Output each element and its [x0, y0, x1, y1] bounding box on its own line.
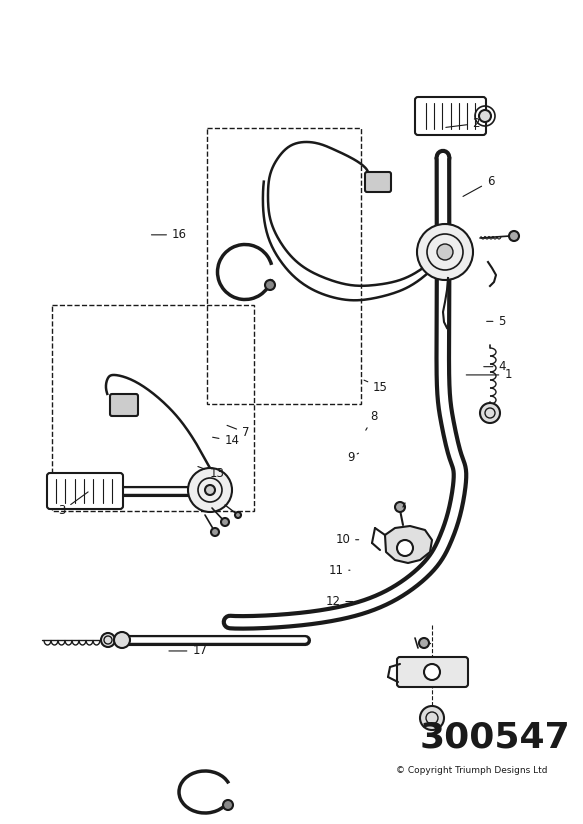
Text: 15: 15: [364, 380, 388, 394]
Circle shape: [114, 632, 130, 648]
Text: 7: 7: [227, 425, 250, 439]
FancyBboxPatch shape: [47, 473, 123, 509]
FancyBboxPatch shape: [110, 394, 138, 416]
Text: © Copyright Triumph Designs Ltd: © Copyright Triumph Designs Ltd: [396, 766, 548, 775]
FancyBboxPatch shape: [397, 657, 468, 687]
Circle shape: [188, 468, 232, 512]
Circle shape: [419, 638, 429, 648]
Circle shape: [265, 280, 275, 290]
Text: 10: 10: [335, 533, 359, 546]
Text: 8: 8: [366, 410, 378, 430]
Text: 3: 3: [58, 492, 88, 517]
Circle shape: [437, 244, 453, 260]
Circle shape: [205, 485, 215, 495]
Text: 6: 6: [463, 175, 494, 196]
Text: 12: 12: [325, 595, 353, 608]
Bar: [52, 305, 254, 511]
FancyBboxPatch shape: [365, 172, 391, 192]
Text: 1: 1: [466, 368, 512, 382]
Text: 17: 17: [169, 644, 208, 658]
Circle shape: [479, 110, 491, 122]
Text: 11: 11: [328, 564, 350, 577]
Circle shape: [509, 231, 519, 241]
Text: 14: 14: [213, 434, 240, 447]
Circle shape: [235, 512, 241, 518]
Circle shape: [420, 706, 444, 730]
Circle shape: [101, 633, 115, 647]
Circle shape: [221, 518, 229, 526]
Circle shape: [480, 403, 500, 423]
Circle shape: [223, 800, 233, 810]
Circle shape: [211, 528, 219, 536]
Text: 13: 13: [198, 466, 225, 480]
Text: 300547: 300547: [420, 720, 571, 755]
Circle shape: [395, 502, 405, 512]
Bar: [207, 128, 361, 404]
Text: 4: 4: [484, 360, 506, 373]
Text: 9: 9: [347, 451, 359, 464]
Polygon shape: [385, 526, 432, 563]
Circle shape: [424, 664, 440, 680]
Circle shape: [397, 540, 413, 556]
Text: 5: 5: [487, 315, 506, 328]
Circle shape: [417, 224, 473, 280]
Text: 2: 2: [446, 117, 480, 130]
Text: 16: 16: [152, 228, 187, 241]
FancyBboxPatch shape: [415, 97, 486, 135]
